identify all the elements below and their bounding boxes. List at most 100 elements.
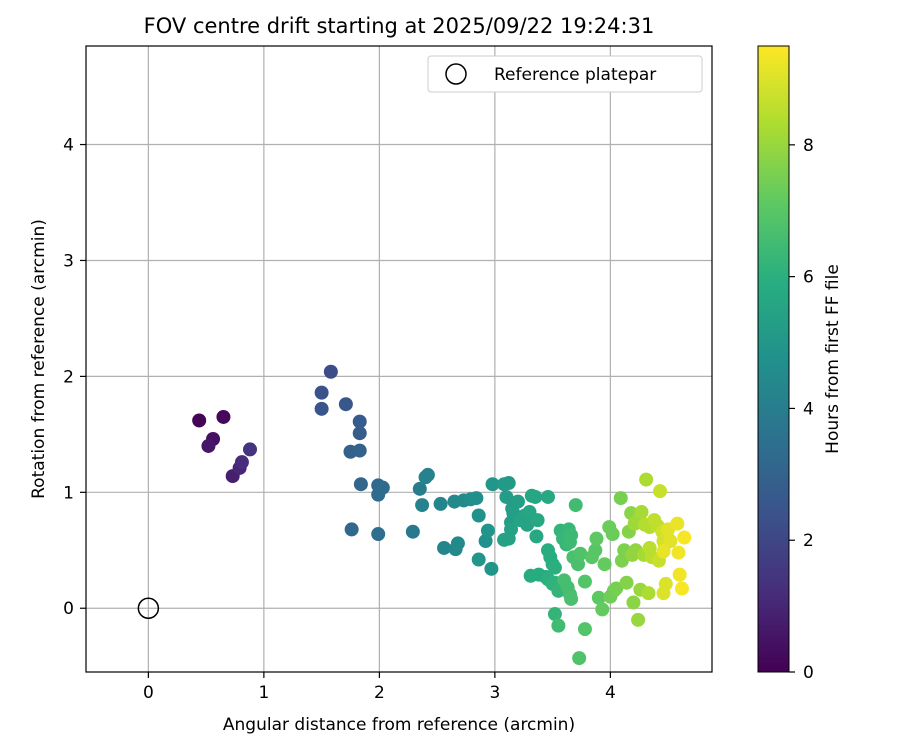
data-point [613,491,628,506]
data-point [562,535,577,550]
data-point [352,414,367,429]
data-point [529,529,544,544]
data-point [573,546,588,561]
x-tick-label: 2 [374,683,385,703]
legend: Reference platepar [427,55,703,93]
data-point [626,595,641,610]
data-point [571,557,586,572]
grid-lines [86,46,712,672]
data-point [564,591,579,606]
data-point [344,522,359,537]
data-point [572,651,587,666]
plot-frame [85,45,713,673]
data-point [234,455,249,470]
data-point [663,534,678,549]
data-point [656,586,671,601]
data-point [418,470,433,485]
x-tick-label: 1 [258,683,269,703]
reference-marker-group [137,597,160,619]
data-point [547,560,562,575]
data-point [314,401,329,416]
data-point [510,494,525,509]
data-point [192,413,207,428]
data-point [656,544,671,559]
y-tick-label: 3 [63,251,74,271]
data-point [405,524,420,539]
data-point [314,385,329,400]
data-point [484,561,499,576]
colorbar-label: Hours from first FF file [823,264,843,454]
y-axis-label: Rotation from reference (arcmin) [29,219,49,499]
data-point [614,553,629,568]
data-point [450,536,465,551]
data-point [547,607,562,622]
data-point [499,489,514,504]
data-point [631,612,646,627]
data-point [353,477,368,492]
data-point [619,575,634,590]
chart-title: FOV centre drift starting at 2025/09/22 … [144,14,655,38]
data-point [672,567,687,582]
data-point [605,527,620,542]
data-point [338,397,353,412]
y-tick-label: 0 [63,599,74,619]
data-point [577,622,592,637]
data-point [371,487,386,502]
data-point [412,481,427,496]
data-point [352,426,367,441]
data-point [433,496,448,511]
colorbar-ticks: 0 2 4 6 8 [789,136,814,683]
x-axis-label: Angular distance from reference (arcmin) [223,715,575,735]
x-tick-label: 4 [605,683,616,703]
data-point [243,442,258,457]
data-point [634,505,649,520]
data-point [471,508,486,523]
data-point [671,545,686,560]
data-point [528,489,543,504]
data-point [639,472,654,487]
data-point [478,534,493,549]
data-point [540,489,555,504]
data-point [591,590,606,605]
y-tick-label: 4 [63,136,74,156]
colorbar-tick-label: 0 [803,663,814,683]
data-point [471,552,486,567]
data-point [485,477,500,492]
data-point [323,364,338,379]
data-point [551,618,566,633]
data-point [609,581,624,596]
data-point [641,586,656,601]
data-point [597,557,612,572]
data-point [653,484,668,499]
data-point [437,540,452,555]
data-point [415,498,430,513]
colorbar-gradient [757,45,790,673]
data-point [670,516,685,531]
colorbar: 0 2 4 6 8 Hours from first FF file [757,45,843,683]
data-point [469,491,484,506]
colorbar-tick-label: 8 [803,136,814,156]
colorbar-tick-label: 6 [803,268,814,288]
data-point [530,513,545,528]
data-point [568,498,583,513]
data-point [674,581,689,596]
data-point [216,409,231,424]
data-point [677,530,692,545]
x-tick-label: 0 [143,683,154,703]
colorbar-tick-label: 4 [803,399,814,419]
data-point [501,476,516,491]
x-tick-label: 3 [489,683,500,703]
data-point [577,574,592,589]
legend-reference-label: Reference platepar [494,65,656,85]
y-tick-label: 1 [63,483,74,503]
data-point [480,523,495,538]
data-points [192,364,692,666]
data-point [589,531,604,546]
legend-reference-marker [445,63,467,85]
data-point [371,527,386,542]
data-point [588,543,603,558]
x-axis-ticks: 0 1 2 3 4 [143,672,616,703]
reference-platepar-marker [137,597,160,619]
data-point [352,443,367,458]
